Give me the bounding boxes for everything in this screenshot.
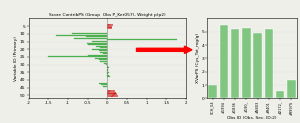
Bar xyxy=(107,69,108,70)
Bar xyxy=(99,59,107,61)
Bar xyxy=(107,93,116,94)
Bar xyxy=(107,76,110,77)
Y-axis label: XVarPS (Cys_Tot_mg/g): XVarPS (Cys_Tot_mg/g) xyxy=(196,33,200,84)
Bar xyxy=(104,62,107,64)
Bar xyxy=(85,36,107,37)
Bar xyxy=(107,75,109,76)
Bar xyxy=(74,38,107,39)
Bar xyxy=(100,61,107,62)
Bar xyxy=(92,41,107,42)
Title: Score ContribPS (Group  Obs P_Ker057), Weight p(p2): Score ContribPS (Group Obs P_Ker057), We… xyxy=(49,13,166,17)
Bar xyxy=(99,50,107,51)
Bar xyxy=(100,52,107,53)
Bar xyxy=(107,24,112,25)
Bar xyxy=(103,53,107,54)
Bar xyxy=(276,91,284,98)
Bar xyxy=(95,58,107,59)
Bar xyxy=(107,90,114,91)
Bar xyxy=(99,83,107,84)
Bar xyxy=(92,49,107,50)
Bar xyxy=(265,29,273,98)
Bar xyxy=(208,85,217,98)
Bar xyxy=(56,35,107,36)
Bar xyxy=(287,80,296,98)
Y-axis label: Variable ID (Primary): Variable ID (Primary) xyxy=(14,36,18,81)
Bar xyxy=(48,56,107,57)
Bar xyxy=(107,70,108,71)
Bar xyxy=(101,84,107,85)
X-axis label: Obs ID (Obs. Sec. ID:2): Obs ID (Obs. Sec. ID:2) xyxy=(227,116,277,120)
Bar xyxy=(88,55,107,56)
Bar xyxy=(220,25,228,98)
Bar xyxy=(107,27,111,28)
Bar xyxy=(254,33,262,98)
Bar xyxy=(107,72,109,73)
Bar xyxy=(107,26,111,27)
Bar xyxy=(231,29,239,98)
Bar xyxy=(107,67,109,68)
Bar xyxy=(107,92,115,93)
Bar xyxy=(72,33,107,34)
Bar xyxy=(103,86,107,87)
Bar xyxy=(100,47,107,48)
Bar xyxy=(107,66,108,67)
Bar xyxy=(88,44,107,45)
Bar xyxy=(107,39,177,40)
Bar xyxy=(107,73,108,74)
Bar xyxy=(242,28,250,98)
Bar xyxy=(96,46,107,47)
Bar xyxy=(106,64,107,65)
Bar xyxy=(107,95,117,96)
Bar xyxy=(87,43,107,44)
